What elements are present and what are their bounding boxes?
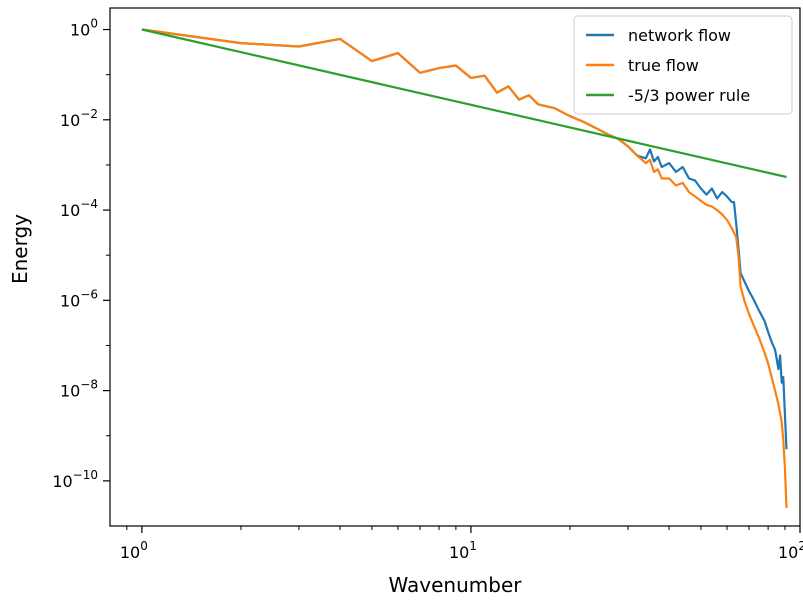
plot-frame [109,7,801,527]
x-tick-label-1: 101 [449,539,477,562]
legend-box [573,15,793,115]
x-axis-label: Wavenumber [389,573,523,597]
y-tick-label-1: 10−2 [60,107,98,130]
y-tick-label-2: 10−4 [60,197,98,220]
legend-label-1: true flow [628,56,699,75]
plot-lines [141,28,788,509]
series-line-1 [141,28,788,509]
legend-label-2: -5/3 power rule [628,86,750,105]
series-line-2 [141,28,787,179]
y-tick-label-5: 10−10 [52,468,98,491]
x-tick-label-2: 102 [778,539,803,562]
y-axis-label: Energy [8,214,32,284]
y-tick-label-3: 10−6 [60,287,98,310]
y-tick-label-4: 10−8 [60,378,98,401]
legend-label-0: network flow [628,26,731,45]
x-tick-label-0: 100 [120,539,148,562]
y-tick-label-0: 100 [70,17,98,40]
legend: network flow true flow -5/3 power rule [573,15,793,115]
axis-ticks: 100 101 102 100 10−2 10−4 10−6 10−8 10−10 [52,17,803,562]
